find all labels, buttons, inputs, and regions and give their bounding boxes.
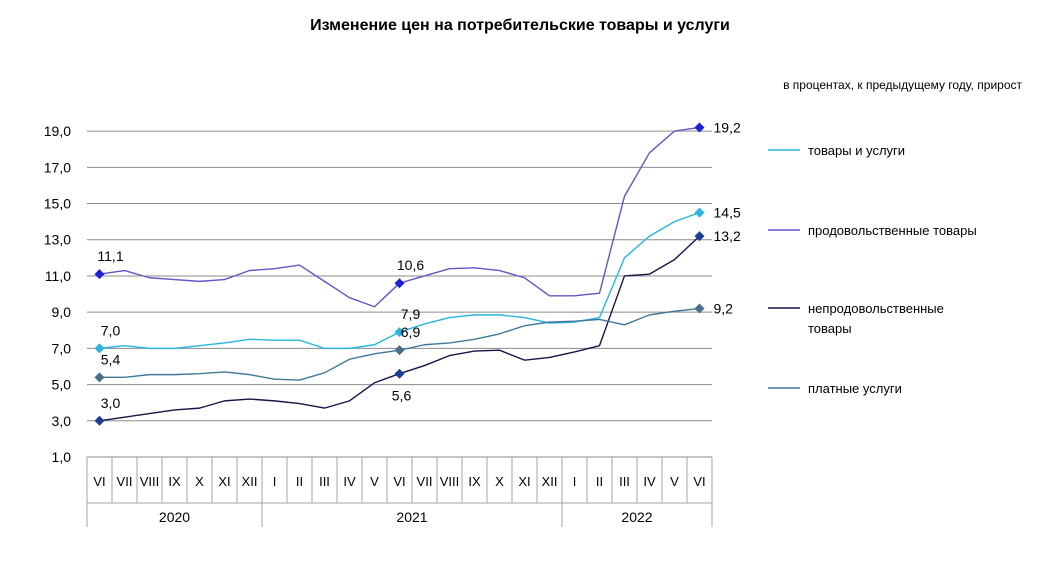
x-tick-label: IV [343,474,356,489]
data-label: 13,2 [714,228,741,244]
data-label: 10,6 [397,257,424,273]
y-tick-label: 11,0 [45,268,71,284]
x-tick-label: VIII [440,474,460,489]
y-tick-label: 17,0 [44,159,71,175]
legend: товары и услуги продовольственные товары н… [768,143,977,396]
x-tick-label: III [619,474,630,489]
x-tick-label: VI [693,474,705,489]
chart-title: Изменение цен на потребительские товары … [310,17,730,34]
x-tick-label: X [195,474,204,489]
data-label: 14,5 [714,205,741,221]
legend-label: платные услуги [808,381,902,396]
y-tick-label: 5,0 [52,377,72,393]
x-tick-label: VI [393,474,405,489]
y-tick-label: 15,0 [44,196,71,212]
data-marker [94,269,105,280]
legend-label: непродовольственные товары [808,301,944,336]
x-tick-label: V [670,474,679,489]
data-label: 6,9 [401,324,421,340]
x-tick-label: XI [218,474,230,489]
data-label: 3,0 [101,395,121,411]
x-tick-label: XI [518,474,530,489]
x-tick-label: I [273,474,277,489]
y-tick-label: 9,0 [52,304,72,320]
data-marker [394,327,405,338]
x-axis: VI VII VIII IX X XI XII I II III IV V VI VII VIII IX X XI… [86,457,713,527]
x-tick-label: VI [93,474,105,489]
data-marker [94,343,105,354]
series-lines [94,122,705,426]
data-marker [94,372,105,383]
data-marker [94,415,105,426]
data-marker [694,122,705,133]
y-tick-label: 1,0 [52,449,72,465]
data-marker [394,345,405,356]
data-label: 5,6 [392,388,412,404]
x-tick-label: IX [468,474,481,489]
x-tick-label: IX [168,474,181,489]
x-tick-label: X [495,474,504,489]
x-tick-label: XII [542,474,558,489]
year-label: 2021 [396,509,427,525]
x-tick-label: VIII [140,474,160,489]
data-label: 9,2 [714,301,734,317]
data-marker [394,368,405,379]
y-tick-label: 19,0 [44,123,71,139]
x-tick-label: XII [242,474,258,489]
data-label: 7,9 [401,306,421,322]
data-marker [694,231,705,242]
data-marker [394,278,405,289]
x-tick-label: II [596,474,603,489]
year-label: 2020 [159,509,190,525]
x-tick-label: VII [417,474,433,489]
x-tick-label: I [573,474,577,489]
data-label: 7,0 [101,322,121,338]
year-label: 2022 [621,509,652,525]
data-label: 19,2 [714,119,741,135]
x-tick-label: II [296,474,303,489]
data-label: 5,4 [101,351,121,367]
chart-subtitle: в процентах, к предыдущему году, прирост [783,78,1022,92]
y-tick-label: 3,0 [52,413,72,429]
y-tick-label: 7,0 [52,340,72,356]
x-tick-label: V [370,474,379,489]
y-axis: 1,0 3,0 5,0 7,0 9,0 11,0 13,0 15,0 17,0 19,0 [44,123,71,465]
y-tick-label: 13,0 [44,232,71,248]
data-marker [694,207,705,218]
x-tick-label: VII [117,474,133,489]
legend-label: продовольственные товары [808,223,977,238]
x-tick-label: III [319,474,330,489]
grid [87,130,712,458]
data-marker [694,303,705,314]
data-label: 11,1 [97,248,123,264]
legend-label: товары и услуги [808,143,905,158]
x-tick-label: IV [643,474,656,489]
data-labels: 7,0 7,9 14,5 11,1 10,6 19,2 3,0 5,6 13,2 5,4 6,9 9,… [97,119,741,410]
